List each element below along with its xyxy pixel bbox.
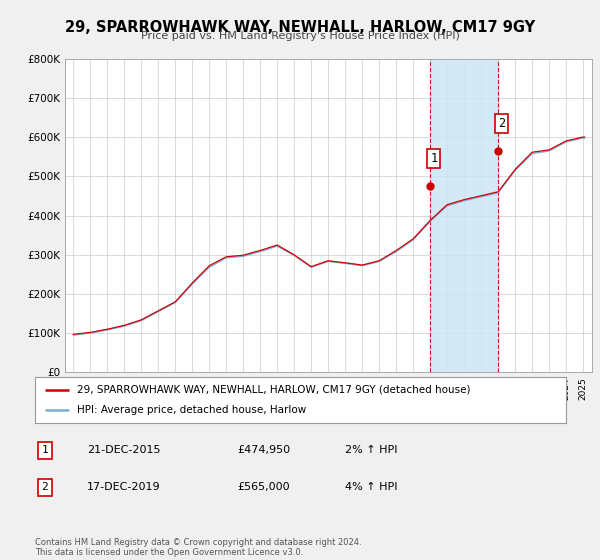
Text: 2: 2 [499, 117, 505, 130]
Text: Contains HM Land Registry data © Crown copyright and database right 2024.
This d: Contains HM Land Registry data © Crown c… [35, 538, 361, 557]
Text: 1: 1 [41, 445, 49, 455]
Text: 17-DEC-2019: 17-DEC-2019 [87, 482, 161, 492]
Text: 2: 2 [41, 482, 49, 492]
Bar [430, 59, 497, 372]
Text: 2% ↑ HPI: 2% ↑ HPI [345, 445, 398, 455]
Text: Price paid vs. HM Land Registry's House Price Index (HPI): Price paid vs. HM Land Registry's House … [140, 31, 460, 41]
Text: 4% ↑ HPI: 4% ↑ HPI [345, 482, 398, 492]
Text: 29, SPARROWHAWK WAY, NEWHALL, HARLOW, CM17 9GY (detached house): 29, SPARROWHAWK WAY, NEWHALL, HARLOW, CM… [77, 385, 471, 395]
Text: £474,950: £474,950 [237, 445, 290, 455]
Text: 1: 1 [430, 152, 437, 165]
Text: HPI: Average price, detached house, Harlow: HPI: Average price, detached house, Harl… [77, 405, 307, 415]
Text: £565,000: £565,000 [237, 482, 290, 492]
Text: 21-DEC-2015: 21-DEC-2015 [87, 445, 161, 455]
Text: 29, SPARROWHAWK WAY, NEWHALL, HARLOW, CM17 9GY: 29, SPARROWHAWK WAY, NEWHALL, HARLOW, CM… [65, 20, 535, 35]
